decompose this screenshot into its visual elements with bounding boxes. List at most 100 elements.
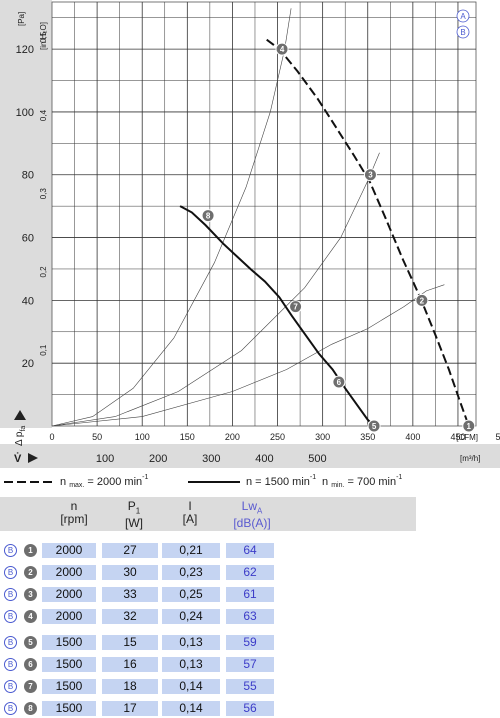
x-tick-cfm: 150 bbox=[180, 432, 195, 442]
x-tick-m3h: 400 bbox=[255, 453, 273, 465]
x-tick-cfm: 200 bbox=[225, 432, 240, 442]
y-tick-inh2o: 0,3 bbox=[39, 188, 48, 200]
table-row: B 2 2000 30 0,23 62 bbox=[0, 565, 300, 582]
table-row: B 6 1500 16 0,13 57 bbox=[0, 657, 300, 674]
y-tick-inh2o: 0,2 bbox=[39, 266, 48, 278]
cell-p1: 30 bbox=[102, 565, 158, 580]
point-marker bbox=[367, 419, 381, 433]
point-label: 8 bbox=[206, 212, 211, 221]
row-point-number: 7 bbox=[24, 680, 37, 693]
point-label: 6 bbox=[337, 378, 342, 387]
point-marker bbox=[332, 375, 346, 389]
cell-i: 0,13 bbox=[162, 657, 220, 672]
system-curve bbox=[51, 8, 292, 427]
cell-lwa: 61 bbox=[226, 587, 274, 602]
cell-n: 2000 bbox=[42, 565, 96, 580]
y-tick-pa: 40 bbox=[22, 295, 34, 307]
cell-i: 0,25 bbox=[162, 587, 220, 602]
legend: n max. = 2000 min-1 n = 1500 min-1 n min. … bbox=[0, 470, 500, 490]
x-tick-cfm: 250 bbox=[270, 432, 285, 442]
table-row: B 1 2000 27 0,21 64 bbox=[0, 543, 300, 560]
y-tick-pa: 20 bbox=[22, 358, 34, 370]
x-unit-cfm: [CFM] bbox=[456, 433, 478, 442]
table-header bbox=[0, 497, 416, 531]
table-row: B 5 1500 15 0,13 59 bbox=[0, 635, 300, 652]
x-tick-cfm: 0 bbox=[49, 432, 54, 442]
cell-n: 1500 bbox=[42, 657, 96, 672]
cell-n: 2000 bbox=[42, 587, 96, 602]
x-tick-cfm: 100 bbox=[135, 432, 150, 442]
point-marker bbox=[415, 293, 429, 307]
row-badge-b-icon: B bbox=[4, 702, 17, 715]
cell-i: 0,24 bbox=[162, 609, 220, 624]
legend-n1500-label: n = 1500 min-1 bbox=[246, 474, 316, 488]
cell-lwa: 57 bbox=[226, 657, 274, 672]
header-n: n [rpm] bbox=[60, 499, 88, 526]
point-label: 5 bbox=[372, 422, 377, 431]
badge-b-icon bbox=[456, 25, 470, 39]
header-i: I [A] bbox=[182, 499, 198, 526]
point-label: 3 bbox=[368, 171, 373, 180]
x-tick-cfm: 450 bbox=[450, 432, 465, 442]
cell-p1: 16 bbox=[102, 657, 158, 672]
row-badge-b-icon: B bbox=[4, 566, 17, 579]
cell-n: 1500 bbox=[42, 679, 96, 694]
row-point-number: 6 bbox=[24, 658, 37, 671]
y-axis-band bbox=[0, 0, 52, 428]
cell-n: 1500 bbox=[42, 701, 96, 716]
system-curve bbox=[51, 152, 380, 427]
cell-p1: 33 bbox=[102, 587, 158, 602]
table-row: B 3 2000 33 0,25 61 bbox=[0, 587, 300, 604]
y-tick-inh2o: 0,1 bbox=[39, 344, 48, 356]
table-row: B 4 2000 32 0,24 63 bbox=[0, 609, 300, 626]
x-tick-cfm: 500 bbox=[496, 432, 500, 442]
cell-lwa: 62 bbox=[226, 565, 274, 580]
cell-p1: 18 bbox=[102, 679, 158, 694]
point-label: 7 bbox=[293, 303, 298, 312]
legend-nmax-label: n max. = 2000 min-1 bbox=[60, 474, 148, 489]
x-axis-arrow bbox=[28, 453, 38, 463]
row-badge-b-icon: B bbox=[4, 610, 17, 623]
point-marker bbox=[201, 209, 215, 223]
cell-i: 0,14 bbox=[162, 701, 220, 716]
row-point-number: 3 bbox=[24, 588, 37, 601]
cell-lwa: 56 bbox=[226, 701, 274, 716]
y-axis-label: Δ pfa bbox=[14, 426, 27, 446]
cell-i: 0,23 bbox=[162, 565, 220, 580]
x-tick-m3h: 100 bbox=[96, 453, 114, 465]
series-n1500-line bbox=[179, 205, 375, 427]
badge-a-label: A bbox=[460, 12, 466, 21]
point-label: 1 bbox=[467, 422, 472, 431]
x-unit-m3h: [m³/h] bbox=[460, 454, 480, 463]
y-tick-pa: 120 bbox=[16, 44, 34, 56]
row-badge-b-icon: B bbox=[4, 680, 17, 693]
cell-lwa: 59 bbox=[226, 635, 274, 650]
row-badge-b-icon: B bbox=[4, 636, 17, 649]
y-tick-inh2o: 0,4 bbox=[39, 109, 48, 121]
y-unit-pa: [Pa] bbox=[17, 12, 26, 26]
header-p1: P1 [W] bbox=[125, 499, 143, 531]
cell-i: 0,13 bbox=[162, 635, 220, 650]
cell-i: 0,14 bbox=[162, 679, 220, 694]
y-tick-pa: 100 bbox=[16, 107, 34, 119]
cell-n: 1500 bbox=[42, 635, 96, 650]
row-point-number: 2 bbox=[24, 566, 37, 579]
y-tick-pa: 80 bbox=[22, 170, 34, 182]
row-badge-b-icon: B bbox=[4, 544, 17, 557]
row-point-number: 1 bbox=[24, 544, 37, 557]
point-marker bbox=[289, 300, 303, 314]
point-label: 2 bbox=[420, 296, 425, 305]
table-row: B 8 1500 17 0,14 56 bbox=[0, 701, 300, 718]
row-point-number: 5 bbox=[24, 636, 37, 649]
x-tick-m3h: 500 bbox=[308, 453, 326, 465]
x-tick-m3h: 300 bbox=[202, 453, 220, 465]
point-marker bbox=[275, 42, 289, 56]
point-label: 4 bbox=[280, 45, 285, 54]
legend-nmin-label: n min. = 700 min-1 bbox=[322, 474, 402, 489]
legend-svg: n max. = 2000 min-1 n = 1500 min-1 n min. … bbox=[4, 474, 402, 489]
row-point-number: 4 bbox=[24, 610, 37, 623]
cell-p1: 15 bbox=[102, 635, 158, 650]
y-axis-arrow bbox=[14, 410, 26, 420]
series-nmax-line bbox=[266, 38, 470, 427]
